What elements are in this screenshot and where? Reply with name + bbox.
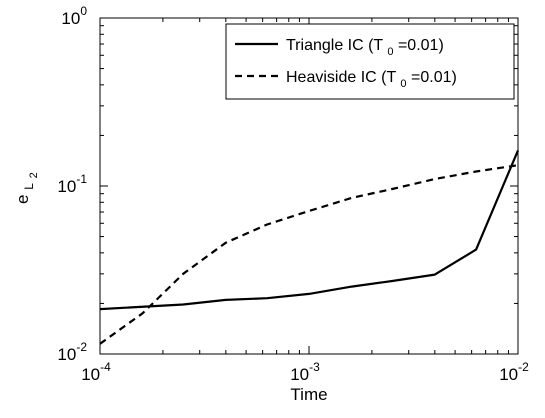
legend-label-triangle-after: =0.01) xyxy=(398,37,444,54)
y-axis-label-sub: L xyxy=(22,183,36,190)
legend: Triangle IC (T 0 =0.01) Heaviside IC (T … xyxy=(225,23,515,100)
y-axis-label-subsub: 2 xyxy=(28,172,40,178)
y-tick-label-exp: -2 xyxy=(76,340,87,354)
x-tick-label-exp: -3 xyxy=(309,360,320,374)
x-tick-label-base: 10 xyxy=(81,365,100,384)
legend-label-triangle: Triangle IC (T 0 =0.01) xyxy=(286,37,444,59)
y-tick-label: 100 xyxy=(61,4,87,28)
x-axis-label: Time xyxy=(290,385,327,404)
x-tick-label: 10-3 xyxy=(290,360,320,384)
y-tick-label-base: 10 xyxy=(57,177,76,196)
x-tick-label-exp: -4 xyxy=(100,360,111,374)
x-tick-label-base: 10 xyxy=(499,365,518,384)
y-axis-label-base: e xyxy=(13,195,32,204)
y-tick-label-exp: -1 xyxy=(76,172,87,186)
x-tick-label-exp: -2 xyxy=(518,360,529,374)
legend-box xyxy=(225,23,515,100)
series-line-triangle xyxy=(99,149,520,311)
legend-label-triangle-before: Triangle IC (T xyxy=(286,37,383,54)
y-axis-label: e L 2 xyxy=(13,172,40,204)
legend-label-heaviside: Heaviside IC (T 0 =0.01) xyxy=(286,69,457,91)
y-tick-label: 10-2 xyxy=(57,340,87,364)
legend-label-heaviside-before: Heaviside IC (T xyxy=(286,69,396,86)
y-tick-label: 10-1 xyxy=(57,172,87,196)
series xyxy=(99,149,520,345)
legend-label-heaviside-after: =0.01) xyxy=(411,69,457,86)
x-tick-label-base: 10 xyxy=(290,365,309,384)
y-tick-label-base: 10 xyxy=(61,9,80,28)
x-tick-label: 10-4 xyxy=(81,360,111,384)
legend-label-heaviside-sub: 0 xyxy=(400,78,406,90)
x-tick-label: 10-2 xyxy=(499,360,529,384)
series-line-heaviside xyxy=(99,164,519,345)
y-tick-label-base: 10 xyxy=(57,345,76,364)
y-tick-label-exp: 0 xyxy=(80,4,87,18)
legend-label-triangle-sub: 0 xyxy=(387,46,393,58)
